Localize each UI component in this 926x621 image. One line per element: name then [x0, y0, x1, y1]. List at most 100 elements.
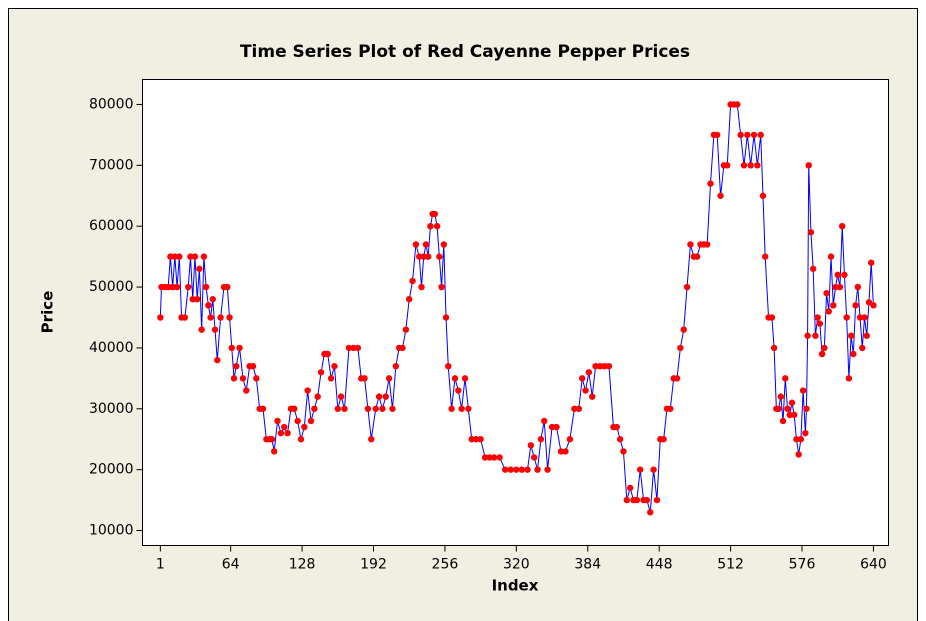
price-marker — [341, 405, 348, 412]
price-marker — [196, 265, 203, 272]
price-marker — [191, 253, 199, 260]
price-marker — [683, 283, 691, 291]
price-marker — [562, 448, 569, 455]
x-tick-label: 384 — [574, 557, 601, 573]
price-marker — [582, 387, 589, 394]
price-marker — [314, 393, 321, 400]
price-marker — [399, 344, 406, 352]
price-marker — [613, 423, 620, 431]
x-axis-label: Index — [492, 577, 539, 595]
price-marker — [364, 405, 372, 412]
price-marker — [424, 253, 432, 260]
price-marker — [761, 253, 769, 260]
price-marker — [268, 436, 276, 443]
price-marker — [673, 375, 681, 382]
price-marker — [802, 429, 809, 437]
price-marker — [409, 277, 416, 285]
price-marker — [345, 344, 353, 352]
price-marker — [226, 314, 233, 321]
price-marker — [472, 436, 480, 443]
price-marker — [477, 436, 484, 443]
price-marker — [795, 451, 802, 458]
price-marker — [770, 344, 778, 352]
price-marker — [553, 423, 560, 431]
price-marker — [392, 362, 400, 370]
price-marker — [809, 265, 817, 272]
price-marker — [703, 241, 711, 248]
price-marker — [185, 283, 192, 291]
price-marker — [198, 326, 205, 333]
price-marker — [744, 131, 751, 139]
price-marker — [327, 375, 335, 382]
price-marker — [643, 496, 651, 504]
price-marker — [797, 436, 805, 443]
plot-area — [142, 79, 889, 546]
price-marker — [507, 466, 514, 473]
price-marker — [468, 436, 475, 443]
price-marker — [541, 417, 548, 425]
price-marker — [187, 253, 194, 260]
price-marker — [436, 253, 443, 260]
x-tick-label: 512 — [717, 557, 744, 573]
price-marker — [717, 192, 724, 199]
price-marker — [868, 259, 875, 266]
price-marker — [737, 131, 744, 139]
price-marker — [331, 362, 338, 370]
price-marker — [173, 283, 181, 291]
price-marker — [791, 411, 798, 419]
y-tick-label: 20000 — [89, 462, 134, 478]
price-marker — [768, 314, 776, 321]
x-tick-label: 1 — [156, 557, 165, 573]
price-marker — [838, 222, 846, 230]
price-marker — [775, 405, 782, 412]
price-marker — [433, 222, 441, 230]
price-marker — [354, 344, 362, 352]
price-marker — [834, 271, 841, 279]
price-marker — [714, 131, 721, 139]
price-marker — [786, 411, 793, 419]
price-marker — [445, 362, 452, 370]
price-marker — [211, 326, 219, 333]
price-marker — [557, 448, 565, 455]
price-marker — [856, 314, 864, 321]
price-marker — [448, 405, 455, 412]
price-marker — [865, 299, 873, 306]
price-marker — [537, 436, 545, 443]
price-marker — [825, 308, 832, 315]
price-marker — [334, 405, 341, 412]
price-marker — [784, 405, 791, 412]
y-tick-label: 50000 — [89, 279, 134, 295]
price-marker — [402, 326, 410, 333]
price-marker — [461, 375, 469, 382]
price-marker — [281, 423, 288, 431]
price-marker — [171, 253, 179, 260]
price-marker — [217, 314, 224, 321]
price-marker — [680, 326, 687, 333]
price-marker — [585, 369, 593, 376]
price-marker — [805, 162, 812, 169]
price-marker — [793, 436, 800, 443]
price-marker — [297, 436, 305, 443]
price-marker — [382, 393, 389, 400]
price-marker — [626, 484, 634, 492]
price-marker — [291, 405, 298, 412]
price-marker — [253, 375, 260, 382]
price-marker — [759, 192, 767, 199]
price-marker — [807, 229, 815, 236]
price-marker — [605, 362, 613, 370]
price-marker — [854, 283, 862, 291]
price-marker — [530, 454, 538, 461]
price-marker — [870, 302, 877, 309]
price-marker — [458, 405, 465, 412]
price-marker — [350, 344, 357, 352]
price-marker — [236, 344, 243, 352]
price-marker — [442, 314, 450, 321]
price-marker — [304, 387, 311, 394]
price-marker — [647, 509, 654, 516]
price-marker — [420, 253, 427, 260]
price-marker — [233, 362, 240, 370]
y-axis-label: Price — [39, 291, 57, 334]
price-marker — [189, 296, 196, 303]
price-marker — [274, 417, 281, 425]
